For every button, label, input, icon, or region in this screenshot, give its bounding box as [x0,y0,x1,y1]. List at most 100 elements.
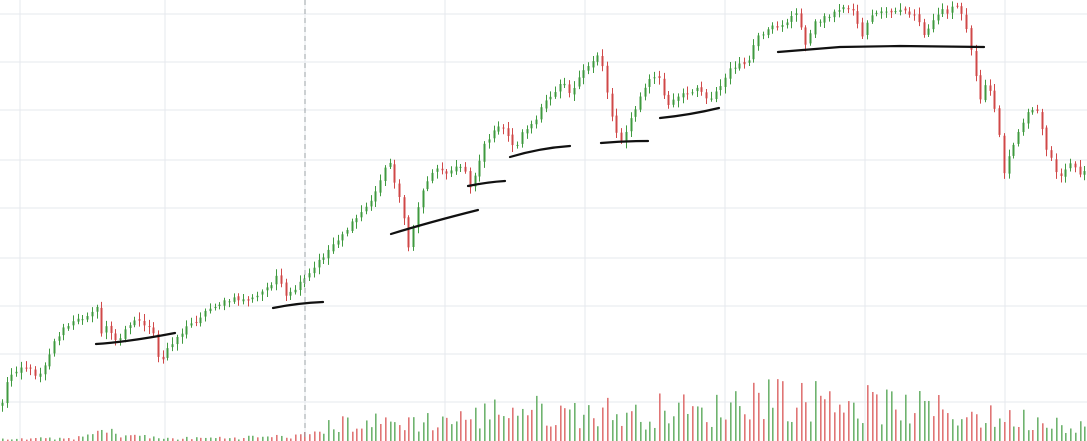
candlestick-bar [724,73,727,94]
candlestick-bar [861,17,864,40]
volume-bar [914,413,916,441]
candlestick-bar [44,362,47,381]
volume-bar [1028,430,1030,441]
volume-bar [593,418,595,441]
volume-bar [829,391,831,441]
candlestick-bar [91,307,94,323]
candlestick-bar [138,312,141,327]
candlestick-bar [521,129,524,148]
candlestick-bar [875,10,878,17]
candlestick-bar [937,7,940,25]
candlestick-bar [441,162,444,175]
candlestick-bar [852,3,855,16]
candlestick-bar [152,322,155,336]
candlestick-bar [1041,108,1044,136]
support-line[interactable] [94,331,177,346]
candlestick-bar [710,91,713,102]
volume-bar [924,400,926,441]
candlestick-bar [256,291,259,302]
volume-bar [985,423,987,441]
candlestick-bar [932,13,935,33]
volume-bar [200,437,202,441]
support-line[interactable] [271,300,325,310]
candlestick-bar [715,87,718,103]
support-line[interactable] [658,106,721,120]
volume-bar [933,416,935,441]
volume-bar [63,438,65,441]
volume-bar [1013,426,1015,441]
volume-bar [749,419,751,441]
candlestick-bar [700,81,703,96]
candlestick-bar [908,7,911,18]
candlestick-bar [828,14,831,22]
candlestick-bar [1022,118,1025,136]
candlestick-bar [62,323,65,341]
volume-bar [172,438,174,441]
support-line[interactable] [599,139,650,145]
volume-bar [782,381,784,441]
candlestick-bar [34,366,37,380]
candlestick-bar [989,79,992,96]
volume-bar [867,385,869,441]
volume-bar [11,439,13,441]
volume-bar [418,431,420,441]
volume-bar [163,438,165,441]
support-line[interactable] [508,144,572,159]
candlestick-bar [445,168,448,180]
volume-bar [49,437,51,441]
volume-bar [68,438,70,441]
candlestick-bar [185,320,188,339]
candlestick-bar [814,19,817,39]
support-line[interactable] [389,208,480,236]
volume-bar [810,421,812,441]
candlestick-bar [601,49,604,72]
volume-bar [725,419,727,441]
candlestick-bar [790,11,793,29]
volume-bar [399,425,401,441]
volume-bar [1075,432,1077,441]
volume-bar [465,419,467,441]
candlestick-bar [913,9,916,21]
volume-bar [555,425,557,441]
candlestick-bar [956,2,959,9]
volume-bar [635,404,637,441]
candlestick-bar [464,162,467,174]
volume-bar [437,427,439,441]
candlestick-bar [885,7,888,18]
candlestick-bar [129,322,132,335]
candlestick-bar [696,85,699,98]
volume-bar [408,417,410,441]
support-line[interactable] [466,179,507,188]
volume-bar [820,395,822,441]
candlestick-bar [389,158,392,170]
volume-bar [531,409,533,441]
volume-bar [333,429,335,441]
candlestick-bar [507,121,510,142]
volume-bar [947,413,949,441]
candlestick-bar [370,195,373,211]
candlestick-bar [582,64,585,85]
candlestick-bar [743,57,746,69]
candlestick-bar [634,105,637,122]
candlestick-bar [809,29,812,46]
support-line[interactable] [776,44,986,54]
candlestick-bar [511,128,514,153]
volume-bar [442,416,444,441]
candlestick-bar [379,174,382,197]
volume-bar [45,438,47,441]
support-line-drawings[interactable] [94,44,986,346]
volume-bar [527,415,529,441]
candlestick-bar [1012,142,1015,159]
volume-bar [371,427,373,441]
volume-bar [40,437,42,441]
candlestick-bar [667,90,670,109]
volume-bar [380,423,382,441]
volume-bar [347,417,349,441]
volume-bar [730,402,732,441]
volume-bar [805,402,807,441]
volume-bar [111,428,113,441]
volume-bar [1056,417,1058,441]
volume-bar [839,404,841,441]
